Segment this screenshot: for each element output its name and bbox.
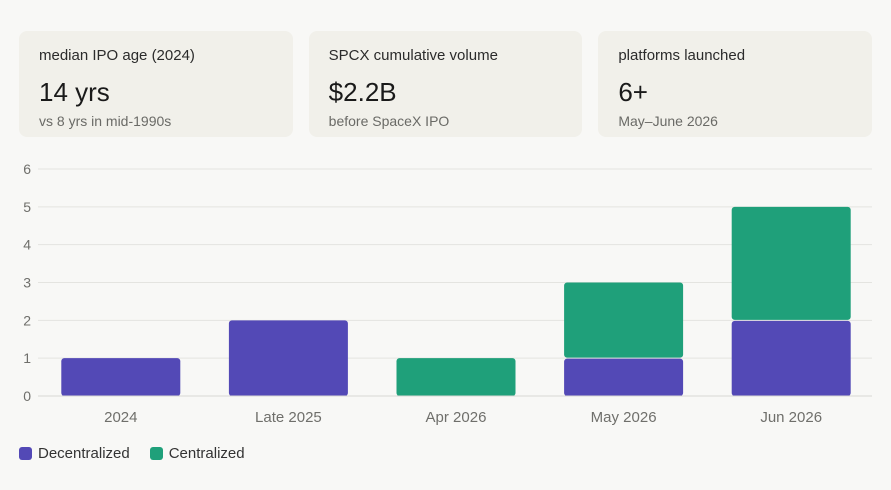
- legend-item-decentralized: Decentralized: [19, 445, 130, 462]
- bar-centralized: [564, 282, 684, 358]
- y-tick-label: 2: [23, 312, 31, 328]
- card-value: 14 yrs: [39, 77, 110, 107]
- x-tick-label: May 2026: [591, 409, 657, 426]
- y-tick-label: 6: [23, 161, 31, 177]
- card-subtext: vs 8 yrs in mid-1990s: [39, 113, 172, 129]
- stacked-bar-chart: 0 1 2 3 4 5 6 2024 Late 2025 Apr 2026 May 2026 Jun …: [23, 161, 872, 426]
- card-subtext: before SpaceX IPO: [328, 113, 450, 129]
- y-tick-label: 0: [23, 388, 31, 404]
- legend-label: Decentralized: [38, 445, 130, 462]
- legend-swatch-decentralized: [19, 447, 32, 460]
- bar-decentralized: [61, 358, 181, 396]
- card-value: 6+: [618, 77, 648, 107]
- card-label: median IPO age (2024): [39, 47, 195, 64]
- chart-legend: Decentralized Centralized: [19, 445, 245, 462]
- bar-centralized: [396, 358, 516, 396]
- stat-card-ipo-age: median IPO age (2024) 14 yrs vs 8 yrs in…: [19, 31, 293, 137]
- y-tick-label: 1: [23, 350, 31, 366]
- stat-card-spcx-volume: SPCX cumulative volume $2.2B before Spac…: [308, 31, 583, 137]
- bar-decentralized: [228, 320, 348, 396]
- x-tick-label: 2024: [104, 409, 137, 426]
- card-subtext: May–June 2026: [618, 113, 718, 129]
- bar-decentralized: [564, 358, 684, 396]
- legend-item-centralized: Centralized: [149, 445, 245, 462]
- y-tick-label: 4: [23, 237, 31, 253]
- stat-card-platforms: platforms launched 6+ May–June 2026: [598, 31, 873, 137]
- stat-cards: median IPO age (2024) 14 yrs vs 8 yrs in…: [19, 31, 873, 137]
- legend-swatch-centralized: [149, 447, 163, 460]
- bar-centralized: [731, 206, 851, 320]
- bar-decentralized: [731, 320, 851, 396]
- card-label: SPCX cumulative volume: [328, 47, 498, 64]
- x-tick-label: Apr 2026: [426, 409, 487, 426]
- card-value: $2.2B: [328, 77, 397, 107]
- x-tick-label: Late 2025: [255, 409, 322, 426]
- legend-label: Centralized: [168, 445, 245, 462]
- y-tick-label: 3: [23, 275, 31, 291]
- card-label: platforms launched: [618, 47, 746, 64]
- y-tick-label: 5: [23, 199, 31, 215]
- x-tick-label: Jun 2026: [760, 409, 822, 426]
